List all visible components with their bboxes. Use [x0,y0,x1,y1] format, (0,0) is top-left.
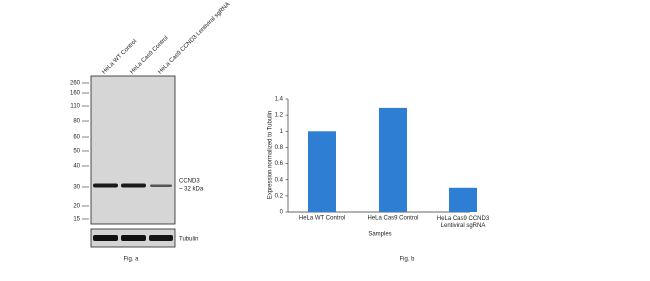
caption: Fig. a [123,257,139,263]
marker-label: 160 [70,91,81,97]
y-tick-label: 0.2 [275,193,284,199]
marker-label: 15 [73,217,80,223]
x-tick-label: HeLa Cas9 Control [367,216,418,222]
x-tick-label: HeLa Cas9 CCND3 Lentiviral sgRNA [437,216,490,229]
band [93,235,118,241]
target-label: CCND3 [179,179,200,185]
loading-control-label: Tubulin [179,237,198,243]
x-tick-label: HeLa WT Control [299,216,345,222]
target-size: ~ 32 kDa [179,187,204,193]
marker-label: 260 [70,81,81,87]
caption: Fig. b [399,257,415,263]
bar [379,107,407,212]
marker-label: 30 [73,185,80,191]
bands [93,183,173,241]
band [121,235,146,241]
band [150,184,172,187]
y-tick-label: 0.6 [275,161,284,167]
x-axis-label: Samples [368,232,391,238]
y-tick-label: 0.8 [275,145,284,151]
bar [449,187,477,212]
band [121,183,146,188]
band [149,235,173,241]
y-tick-label: 0 [280,210,284,216]
marker-label: 60 [73,135,80,141]
marker-label: 110 [70,104,80,110]
y-tick-label: 0.4 [275,177,284,183]
y-tick-label: 1 [280,129,284,135]
marker-label: 40 [73,164,80,170]
bar [308,131,336,212]
marker-label: 50 [73,149,80,155]
y-tick-label: 1.4 [275,97,284,103]
marker-label: 80 [73,119,80,125]
band [93,183,118,188]
blot-membrane [90,75,176,225]
y-tick-label: 1.2 [275,113,284,119]
y-axis-label: Expression normalized to Tubulin [268,111,274,199]
marker-label: 20 [73,204,80,210]
